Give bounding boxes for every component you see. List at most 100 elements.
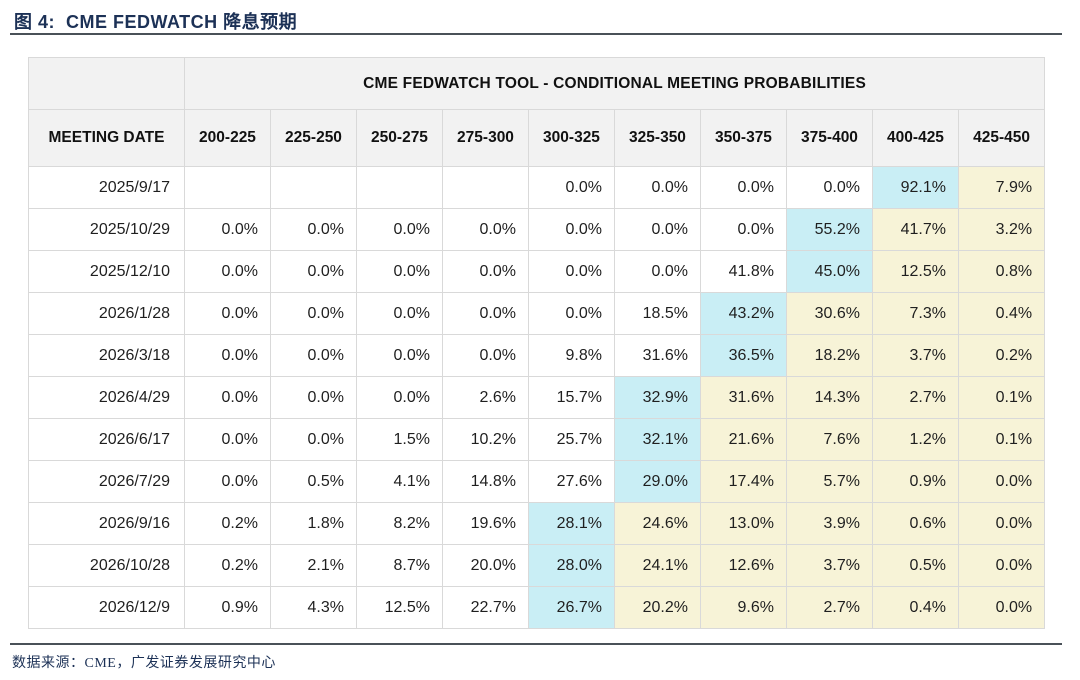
probability-cell: 20.0%	[442, 544, 529, 587]
meeting-date-header: MEETING DATE	[28, 109, 185, 167]
probability-cell: 31.6%	[700, 376, 787, 419]
probability-cell: 0.0%	[184, 460, 271, 503]
probability-cell: 0.0%	[356, 208, 443, 251]
probability-cell: 0.0%	[270, 292, 357, 335]
meeting-date-cell: 2025/10/29	[28, 208, 185, 251]
probability-cell: 20.2%	[614, 586, 701, 629]
probability-cell: 0.0%	[528, 166, 615, 209]
probability-cell: 28.1%	[528, 502, 615, 545]
probability-cell: 0.0%	[442, 250, 529, 293]
probability-cell: 0.4%	[872, 586, 959, 629]
probability-cell: 24.1%	[614, 544, 701, 587]
probability-cell: 0.0%	[442, 334, 529, 377]
probability-cell: 0.0%	[270, 376, 357, 419]
probability-cell: 0.1%	[957, 376, 1046, 419]
probability-cell: 0.0%	[184, 376, 271, 419]
meeting-date-cell: 2026/6/17	[28, 418, 185, 461]
probability-cell: 4.1%	[356, 460, 443, 503]
table-row: 2026/4/29 0.0% 0.0% 0.0% 2.6% 15.7% 32.9% 31.6%…	[28, 376, 1046, 419]
probability-cell: 13.0%	[700, 502, 787, 545]
rate-headers-row: MEETING DATE 200-225 225-250 250-275 275-30…	[28, 109, 1046, 167]
probability-cell: 2.7%	[872, 376, 959, 419]
probability-cell: 0.0%	[442, 208, 529, 251]
probability-cell: 18.2%	[786, 334, 873, 377]
probability-cell: 9.8%	[528, 334, 615, 377]
table-row: 2025/10/29 0.0% 0.0% 0.0% 0.0% 0.0% 0.0% 0.0% 55…	[28, 208, 1046, 251]
table-row: 2025/12/10 0.0% 0.0% 0.0% 0.0% 0.0% 0.0% 41.8% 4…	[28, 250, 1046, 293]
probability-cell: 0.0%	[270, 208, 357, 251]
rate-range-header: 225-250	[270, 109, 357, 167]
probability-cell: 0.0%	[184, 250, 271, 293]
probability-cell: 24.6%	[614, 502, 701, 545]
meeting-date-cell: 2026/9/16	[28, 502, 185, 545]
table-body: 2025/9/17 0.0% 0.0% 0.0% 0.0% 92.1% 7.9% 2025/1…	[28, 166, 1046, 629]
probability-cell: 0.0%	[270, 334, 357, 377]
corner-cell	[28, 57, 185, 110]
probability-cell: 0.0%	[356, 292, 443, 335]
probability-cell: 0.0%	[528, 292, 615, 335]
probability-cell: 8.2%	[356, 502, 443, 545]
probability-cell: 0.0%	[528, 250, 615, 293]
probability-cell: 29.0%	[614, 460, 701, 503]
rate-range-header: 200-225	[184, 109, 271, 167]
probability-cell: 17.4%	[700, 460, 787, 503]
probability-cell: 10.2%	[442, 418, 529, 461]
probability-cell: 3.7%	[786, 544, 873, 587]
table-row: 2026/12/9 0.9% 4.3% 12.5% 22.7% 26.7% 20.2% 9.6…	[28, 586, 1046, 629]
probability-cell: 32.9%	[614, 376, 701, 419]
rate-range-header: 325-350	[614, 109, 701, 167]
probability-cell	[356, 166, 443, 209]
probability-cell: 25.7%	[528, 418, 615, 461]
probability-cell	[270, 166, 357, 209]
probability-cell: 0.0%	[184, 208, 271, 251]
probability-cell: 0.0%	[957, 586, 1046, 629]
probability-cell: 36.5%	[700, 334, 787, 377]
probability-cell: 14.3%	[786, 376, 873, 419]
probability-cell: 1.5%	[356, 418, 443, 461]
probability-cell: 18.5%	[614, 292, 701, 335]
table-row: 2026/9/16 0.2% 1.8% 8.2% 19.6% 28.1% 24.6% 13.0…	[28, 502, 1046, 545]
probability-cell: 26.7%	[528, 586, 615, 629]
probability-cell: 2.7%	[786, 586, 873, 629]
meeting-date-cell: 2025/12/10	[28, 250, 185, 293]
probability-cell: 7.9%	[957, 166, 1046, 209]
probability-cell: 0.0%	[700, 166, 787, 209]
probability-cell: 32.1%	[614, 418, 701, 461]
table-row: 2026/10/28 0.2% 2.1% 8.7% 20.0% 28.0% 24.1% 12.…	[28, 544, 1046, 587]
probability-cell: 4.3%	[270, 586, 357, 629]
probability-cell: 41.8%	[700, 250, 787, 293]
probability-cell: 0.9%	[184, 586, 271, 629]
probability-cell: 3.2%	[957, 208, 1046, 251]
probability-cell: 27.6%	[528, 460, 615, 503]
probability-cell: 0.4%	[957, 292, 1046, 335]
rate-range-header: 375-400	[786, 109, 873, 167]
probability-cell: 0.0%	[184, 418, 271, 461]
probability-cell: 3.7%	[872, 334, 959, 377]
probability-cell: 30.6%	[786, 292, 873, 335]
rate-range-header: 425-450	[957, 109, 1046, 167]
probability-cell: 0.1%	[957, 418, 1046, 461]
meeting-date-cell: 2026/10/28	[28, 544, 185, 587]
probability-cell: 0.0%	[356, 250, 443, 293]
fedwatch-probability-table: CME FEDWATCH TOOL - CONDITIONAL MEETING …	[28, 57, 1046, 629]
rate-range-header: 250-275	[356, 109, 443, 167]
probability-cell: 9.6%	[700, 586, 787, 629]
probability-cell: 1.2%	[872, 418, 959, 461]
probability-cell: 1.8%	[270, 502, 357, 545]
table-row: 2026/1/28 0.0% 0.0% 0.0% 0.0% 0.0% 18.5% 43.2% 3…	[28, 292, 1046, 335]
probability-cell: 19.6%	[442, 502, 529, 545]
footer-divider	[10, 643, 1062, 645]
probability-cell: 7.3%	[872, 292, 959, 335]
figure-title: 图 4: CME FEDWATCH 降息预期	[14, 12, 298, 32]
probability-cell	[442, 166, 529, 209]
rate-range-header: 275-300	[442, 109, 529, 167]
probability-cell: 3.9%	[786, 502, 873, 545]
probability-cell: 5.7%	[786, 460, 873, 503]
probability-cell: 7.6%	[786, 418, 873, 461]
probability-cell: 0.5%	[872, 544, 959, 587]
probability-cell: 0.0%	[957, 544, 1046, 587]
probability-cell: 21.6%	[700, 418, 787, 461]
probability-cell: 28.0%	[528, 544, 615, 587]
probability-cell: 0.0%	[700, 208, 787, 251]
probability-cell: 15.7%	[528, 376, 615, 419]
